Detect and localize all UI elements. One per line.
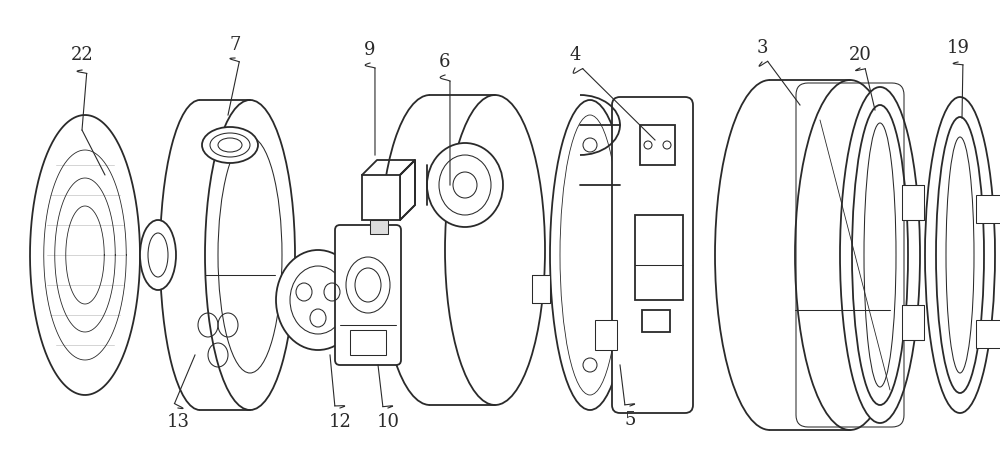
Bar bbox=[640, 125, 675, 165]
Ellipse shape bbox=[140, 220, 176, 290]
Ellipse shape bbox=[290, 266, 346, 334]
Text: 3: 3 bbox=[756, 39, 768, 57]
Ellipse shape bbox=[210, 133, 250, 157]
Text: 4: 4 bbox=[569, 46, 581, 64]
Ellipse shape bbox=[453, 172, 477, 198]
Text: 5: 5 bbox=[624, 411, 636, 429]
FancyBboxPatch shape bbox=[335, 225, 401, 365]
Ellipse shape bbox=[795, 80, 905, 430]
Bar bbox=[976, 320, 1000, 348]
Ellipse shape bbox=[355, 268, 381, 302]
Text: 12: 12 bbox=[329, 413, 351, 431]
Ellipse shape bbox=[205, 100, 295, 410]
Ellipse shape bbox=[946, 137, 974, 373]
Polygon shape bbox=[400, 160, 415, 220]
Ellipse shape bbox=[148, 233, 168, 277]
Text: 7: 7 bbox=[229, 36, 241, 54]
Ellipse shape bbox=[840, 87, 920, 423]
Ellipse shape bbox=[427, 143, 503, 227]
Bar bbox=[595, 320, 617, 350]
Text: 22: 22 bbox=[71, 46, 93, 64]
Ellipse shape bbox=[346, 257, 390, 313]
Ellipse shape bbox=[445, 95, 545, 405]
Ellipse shape bbox=[936, 117, 984, 393]
Bar bbox=[902, 185, 924, 220]
Bar bbox=[362, 175, 400, 220]
Ellipse shape bbox=[864, 123, 896, 387]
Bar bbox=[370, 220, 388, 234]
Text: 6: 6 bbox=[439, 53, 451, 71]
Ellipse shape bbox=[276, 250, 360, 350]
FancyBboxPatch shape bbox=[612, 97, 693, 413]
Bar bbox=[976, 195, 1000, 223]
Ellipse shape bbox=[202, 127, 258, 163]
Bar bbox=[635, 215, 683, 300]
Text: 19: 19 bbox=[946, 39, 970, 57]
Ellipse shape bbox=[218, 137, 282, 373]
Bar bbox=[902, 305, 924, 340]
Bar bbox=[350, 330, 386, 355]
Ellipse shape bbox=[439, 155, 491, 215]
Text: 9: 9 bbox=[364, 41, 376, 59]
Ellipse shape bbox=[925, 97, 995, 413]
Bar bbox=[532, 275, 550, 303]
Ellipse shape bbox=[218, 138, 242, 152]
Ellipse shape bbox=[852, 105, 908, 405]
Ellipse shape bbox=[560, 115, 620, 395]
Ellipse shape bbox=[550, 100, 630, 410]
Bar bbox=[642, 310, 670, 332]
Text: 13: 13 bbox=[166, 413, 190, 431]
Text: 20: 20 bbox=[849, 46, 871, 64]
Text: 10: 10 bbox=[376, 413, 400, 431]
